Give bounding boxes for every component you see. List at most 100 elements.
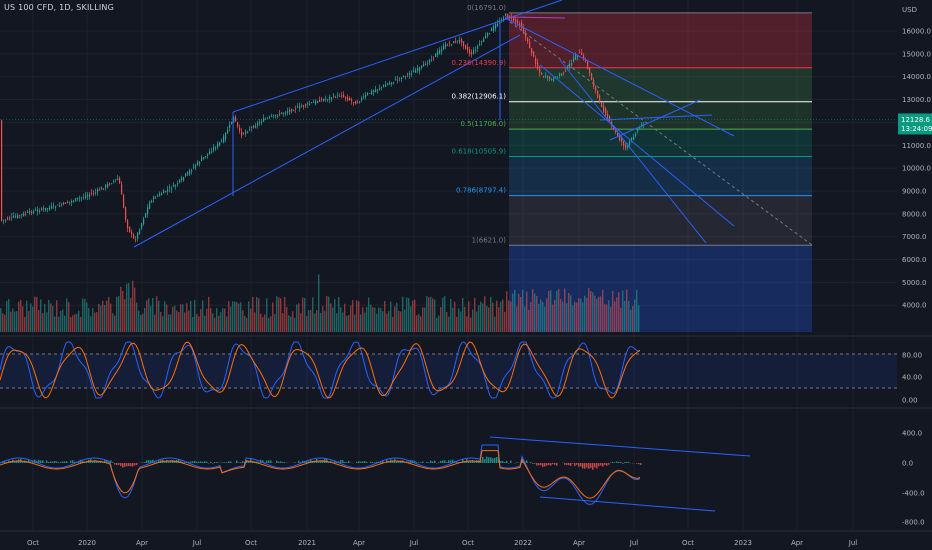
time-axis-label: Jul	[409, 539, 419, 547]
price-candle	[77, 197, 79, 199]
fibonacci-retracement[interactable]	[509, 12, 812, 332]
price-candle	[335, 96, 337, 98]
volume-bar	[334, 298, 336, 332]
price-candle	[477, 45, 479, 49]
macd-histogram-bar	[294, 462, 296, 463]
symbol-title: US 100 CFD, 1D, SKILLING	[4, 3, 114, 12]
macd-histogram-bar	[210, 461, 212, 463]
price-candle	[69, 201, 71, 203]
volume-bar	[162, 316, 164, 332]
macd-histogram-bar	[622, 463, 624, 464]
price-candle	[171, 188, 173, 190]
volume-bar	[30, 303, 32, 332]
macd-axis-tick: -800.0	[902, 519, 925, 527]
volume-bar	[52, 305, 54, 332]
volume-bar	[116, 296, 118, 332]
price-candle	[637, 129, 639, 132]
volume-bar	[532, 289, 534, 332]
price-candle	[591, 73, 593, 81]
price-candle	[309, 103, 311, 105]
volume-bar	[232, 301, 234, 332]
volume-bar	[510, 301, 512, 332]
price-candle	[571, 63, 573, 66]
macd-histogram-bar	[44, 462, 46, 463]
price-candle	[205, 156, 207, 157]
price-candle	[379, 88, 381, 90]
volume-bar	[94, 312, 96, 332]
volume-bar	[60, 310, 62, 332]
fib-level-label: 0.5(11706.0)	[460, 120, 506, 128]
volume-bar	[538, 303, 540, 332]
volume-bar	[478, 305, 480, 332]
price-candle	[469, 49, 471, 54]
volume-bar	[194, 299, 196, 332]
price-candle	[413, 70, 415, 73]
volume-bar	[470, 317, 472, 332]
macd-histogram-bar	[382, 460, 384, 463]
volume-bar	[16, 311, 18, 332]
macd-histogram-bar	[408, 461, 410, 463]
macd-histogram-bar	[582, 463, 584, 469]
macd-histogram-bar	[262, 460, 264, 463]
price-candle	[103, 188, 105, 190]
price-candle	[107, 184, 109, 188]
macd-histogram-bar	[600, 463, 602, 466]
price-candle	[175, 185, 177, 187]
volume-bar	[176, 310, 178, 332]
price-candle	[597, 90, 599, 97]
volume-bar	[374, 307, 376, 332]
price-axis-tick: 4000.0	[902, 302, 927, 310]
price-axis-tick: 7000.0	[902, 233, 927, 241]
price-candle	[155, 197, 157, 199]
price-candle	[641, 124, 643, 127]
volume-bar	[222, 308, 224, 332]
volume-bar	[126, 283, 128, 332]
volume-bar	[370, 304, 372, 332]
macd-histogram-bar	[192, 461, 194, 463]
price-candle	[435, 53, 437, 57]
volume-bar	[170, 314, 172, 332]
macd-histogram-bar	[276, 460, 278, 463]
macd-histogram-bar	[64, 461, 66, 463]
price-candle	[403, 76, 405, 77]
macd-histogram-bar	[346, 462, 348, 463]
volume-bar	[298, 303, 300, 332]
volume-bar	[150, 305, 152, 332]
trendlines[interactable]	[133, 0, 813, 248]
price-axis[interactable]: USD16000.015000.014000.013000.012000.011…	[0, 6, 932, 527]
macd-histogram-bar	[28, 459, 30, 463]
price-candle	[21, 214, 23, 216]
price-candle	[563, 71, 565, 73]
macd-histogram-bar	[604, 463, 606, 465]
price-candle	[83, 196, 85, 198]
volume-bar	[46, 312, 48, 332]
macd-histogram-bar	[548, 463, 550, 466]
time-axis[interactable]: Oct 2020 Apr Jul Oct 2021 Apr Jul Oct 2022 Apr Jul O…	[0, 530, 932, 547]
price-candle	[611, 121, 613, 126]
fib-level-label: 0.236(14390.9)	[452, 59, 507, 67]
price-candle	[339, 96, 341, 97]
macd-histogram-bar	[624, 461, 626, 463]
macd-histogram-bar	[500, 460, 502, 463]
volume-bar	[560, 299, 562, 332]
volume-bar	[620, 307, 622, 332]
price-candle	[31, 211, 33, 214]
macd-histogram-bar	[556, 463, 558, 466]
price-candle	[261, 121, 263, 123]
macd-histogram-bar	[484, 459, 486, 463]
volume-bar	[396, 302, 398, 332]
macd-histogram-bar	[574, 463, 576, 467]
volume-bar	[286, 307, 288, 332]
macd-histogram-bar	[534, 463, 536, 464]
macd-histogram-bar	[392, 460, 394, 463]
macd-histogram-bar	[114, 463, 116, 465]
volume-bar	[612, 290, 614, 332]
volume-bar	[558, 289, 560, 332]
macd-histogram-bar	[572, 463, 574, 464]
price-candle	[3, 219, 5, 221]
price-candle	[283, 112, 285, 114]
macd-histogram-bar	[372, 462, 374, 463]
price-candle	[473, 50, 475, 54]
volume-bar	[108, 297, 110, 332]
